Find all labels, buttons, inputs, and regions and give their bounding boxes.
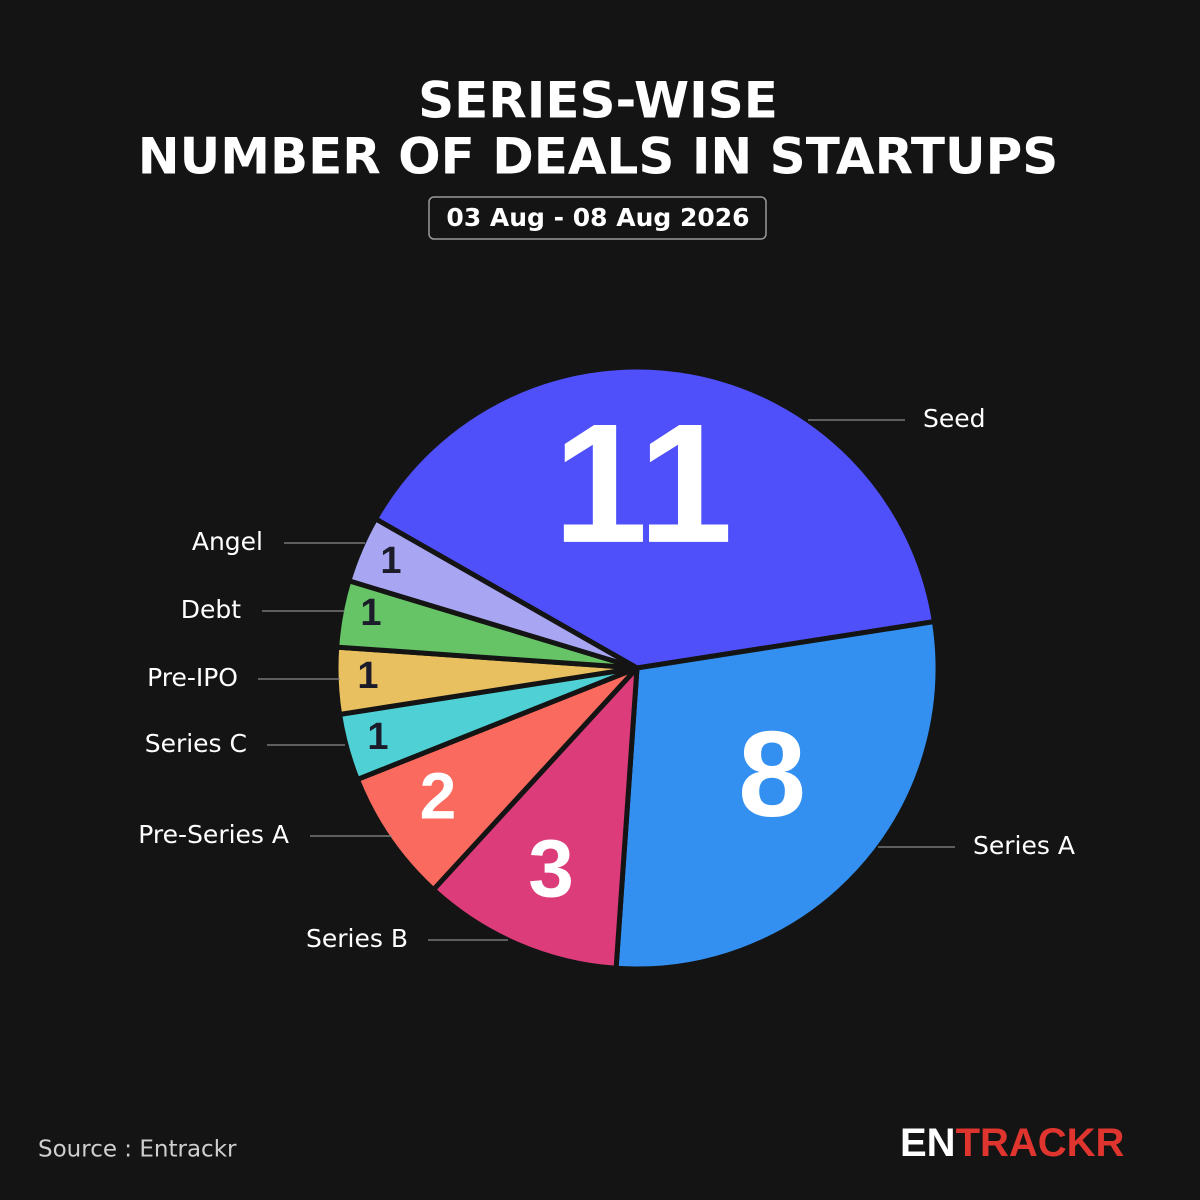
slice-label: Series B bbox=[306, 924, 408, 953]
subtitle-box bbox=[428, 196, 767, 240]
slice-label: Series A bbox=[973, 831, 1075, 860]
logo: ENTRACKR bbox=[900, 1121, 1125, 1165]
value-label: 1 bbox=[357, 655, 378, 697]
value-label: 1 bbox=[367, 716, 388, 758]
subtitle: 03 Aug - 08 Aug 2026 bbox=[446, 203, 749, 232]
pie-slice bbox=[430, 665, 640, 971]
logo-part: EN bbox=[900, 1121, 956, 1165]
pie-slice bbox=[354, 665, 640, 893]
pie-slice bbox=[613, 619, 941, 972]
value-label: 2 bbox=[420, 758, 457, 832]
pie-slice bbox=[346, 516, 640, 671]
source: Source : Entrackr bbox=[38, 1137, 237, 1163]
logo-part: TRACKR bbox=[956, 1121, 1125, 1165]
value-label: 3 bbox=[528, 824, 574, 915]
slice-label: Pre-Series A bbox=[138, 820, 289, 849]
slice-label: Series C bbox=[145, 729, 247, 758]
slice-label: Pre-IPO bbox=[147, 663, 238, 692]
chart-title: SERIES-WISE bbox=[418, 72, 778, 130]
slice-label: Angel bbox=[192, 527, 263, 556]
value-label: 1 bbox=[380, 540, 401, 582]
slice-label: Debt bbox=[181, 595, 242, 624]
value-label: 11 bbox=[553, 389, 733, 579]
value-label: 8 bbox=[738, 706, 806, 842]
slice-label: Seed bbox=[923, 404, 986, 433]
value-label: 1 bbox=[360, 592, 381, 634]
chart-title: NUMBER OF DEALS IN STARTUPS bbox=[138, 128, 1058, 186]
pie-slice bbox=[373, 364, 937, 671]
